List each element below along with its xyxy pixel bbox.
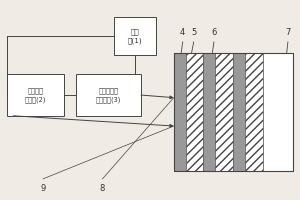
Bar bbox=[233, 53, 245, 171]
Bar bbox=[174, 53, 293, 171]
Bar bbox=[215, 53, 233, 171]
Bar bbox=[186, 53, 203, 171]
Text: 4: 4 bbox=[180, 28, 185, 37]
Text: 6: 6 bbox=[211, 28, 217, 37]
Text: 变频
器(1): 变频 器(1) bbox=[128, 28, 142, 44]
Bar bbox=[7, 74, 64, 116]
Bar bbox=[76, 74, 141, 116]
Bar bbox=[114, 17, 156, 55]
Text: 智能温度
调节仪(2): 智能温度 调节仪(2) bbox=[25, 87, 46, 103]
Bar bbox=[174, 53, 186, 171]
Bar bbox=[203, 53, 215, 171]
Bar bbox=[245, 53, 263, 171]
Text: 9: 9 bbox=[40, 184, 46, 193]
Bar bbox=[263, 53, 293, 171]
Text: 7: 7 bbox=[285, 28, 291, 37]
Text: 5: 5 bbox=[191, 28, 196, 37]
Text: 8: 8 bbox=[100, 184, 105, 193]
Text: 电磁感应加
热驱动器(3): 电磁感应加 热驱动器(3) bbox=[96, 87, 121, 103]
